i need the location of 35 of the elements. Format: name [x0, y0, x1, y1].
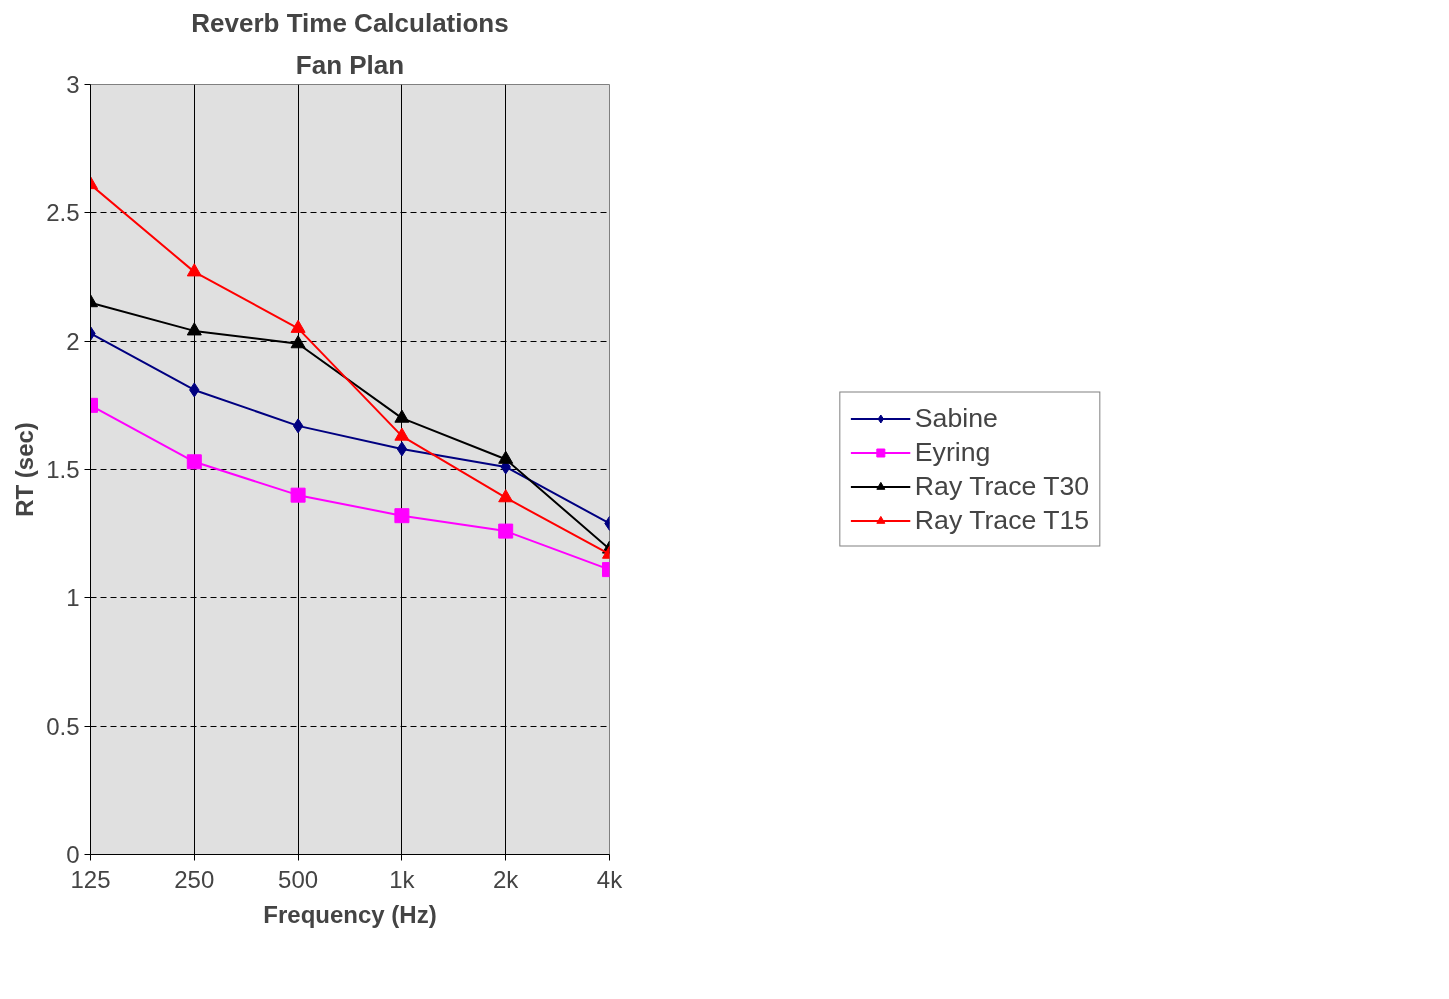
- chart-subtitle: Fan Plan: [295, 49, 405, 80]
- legend-label: Eyring: [914, 436, 991, 468]
- point: [186, 454, 202, 470]
- x-tick-label: 1k: [389, 865, 416, 893]
- x-axis-title: Frequency (Hz): [263, 900, 437, 928]
- point: [290, 487, 306, 503]
- y-tick-label: 1.5: [46, 456, 80, 483]
- y-tick-label: 2.5: [46, 199, 80, 227]
- chart-title: Reverb Time Calculations: [191, 7, 509, 38]
- point: [292, 418, 304, 434]
- legend-label: Sabine: [914, 402, 998, 434]
- y-tick-label: 0.5: [46, 712, 80, 740]
- point: [394, 427, 410, 441]
- x-tick-label: 250: [174, 865, 215, 893]
- point: [290, 319, 306, 333]
- y-tick-label: 0: [66, 841, 80, 868]
- point: [394, 508, 410, 524]
- y-tick-label: 2: [66, 327, 80, 355]
- x-tick-label: 500: [278, 865, 319, 893]
- point: [186, 322, 202, 336]
- x-tick-label: 4k: [596, 865, 624, 893]
- x-tick-label: 2k: [493, 865, 520, 893]
- y-tick-label: 3: [66, 71, 80, 98]
- point: [394, 409, 410, 423]
- point: [290, 335, 306, 349]
- legend-label: Ray Trace T15: [914, 504, 1090, 536]
- point: [498, 450, 514, 464]
- legend-label: Ray Trace T30: [914, 470, 1090, 502]
- point: [498, 523, 514, 539]
- point: [396, 441, 408, 457]
- y-axis-title: RT (sec): [11, 422, 39, 517]
- y-tick-label: 1: [66, 584, 80, 612]
- x-tick-label: 125: [70, 865, 111, 893]
- point: [186, 263, 202, 277]
- point: [498, 489, 514, 503]
